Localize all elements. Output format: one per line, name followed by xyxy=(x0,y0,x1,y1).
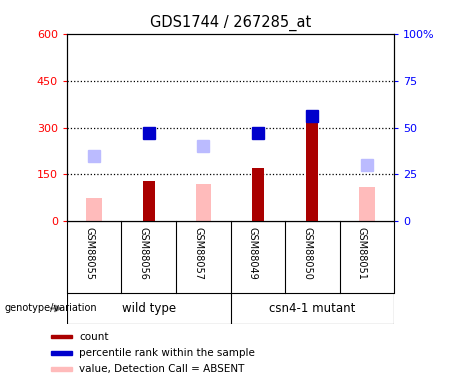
Text: GSM88049: GSM88049 xyxy=(248,227,258,280)
Bar xyxy=(195,184,211,221)
Bar xyxy=(306,115,319,221)
Text: GSM88055: GSM88055 xyxy=(84,227,94,280)
Bar xyxy=(87,198,102,221)
Bar xyxy=(142,181,155,221)
Text: value, Detection Call = ABSENT: value, Detection Call = ABSENT xyxy=(79,364,245,374)
Text: genotype/variation: genotype/variation xyxy=(5,303,97,313)
Bar xyxy=(252,168,264,221)
Text: wild type: wild type xyxy=(122,302,176,315)
Bar xyxy=(359,187,374,221)
Text: GSM88050: GSM88050 xyxy=(302,227,313,280)
Text: GSM88051: GSM88051 xyxy=(357,227,367,280)
Text: csn4-1 mutant: csn4-1 mutant xyxy=(269,302,355,315)
Text: GSM88056: GSM88056 xyxy=(139,227,148,280)
Text: GSM88057: GSM88057 xyxy=(193,227,203,280)
Bar xyxy=(51,334,72,338)
Bar xyxy=(51,351,72,355)
Text: count: count xyxy=(79,332,109,342)
Text: GDS1744 / 267285_at: GDS1744 / 267285_at xyxy=(150,15,311,31)
Text: percentile rank within the sample: percentile rank within the sample xyxy=(79,348,255,358)
Bar xyxy=(51,367,72,371)
